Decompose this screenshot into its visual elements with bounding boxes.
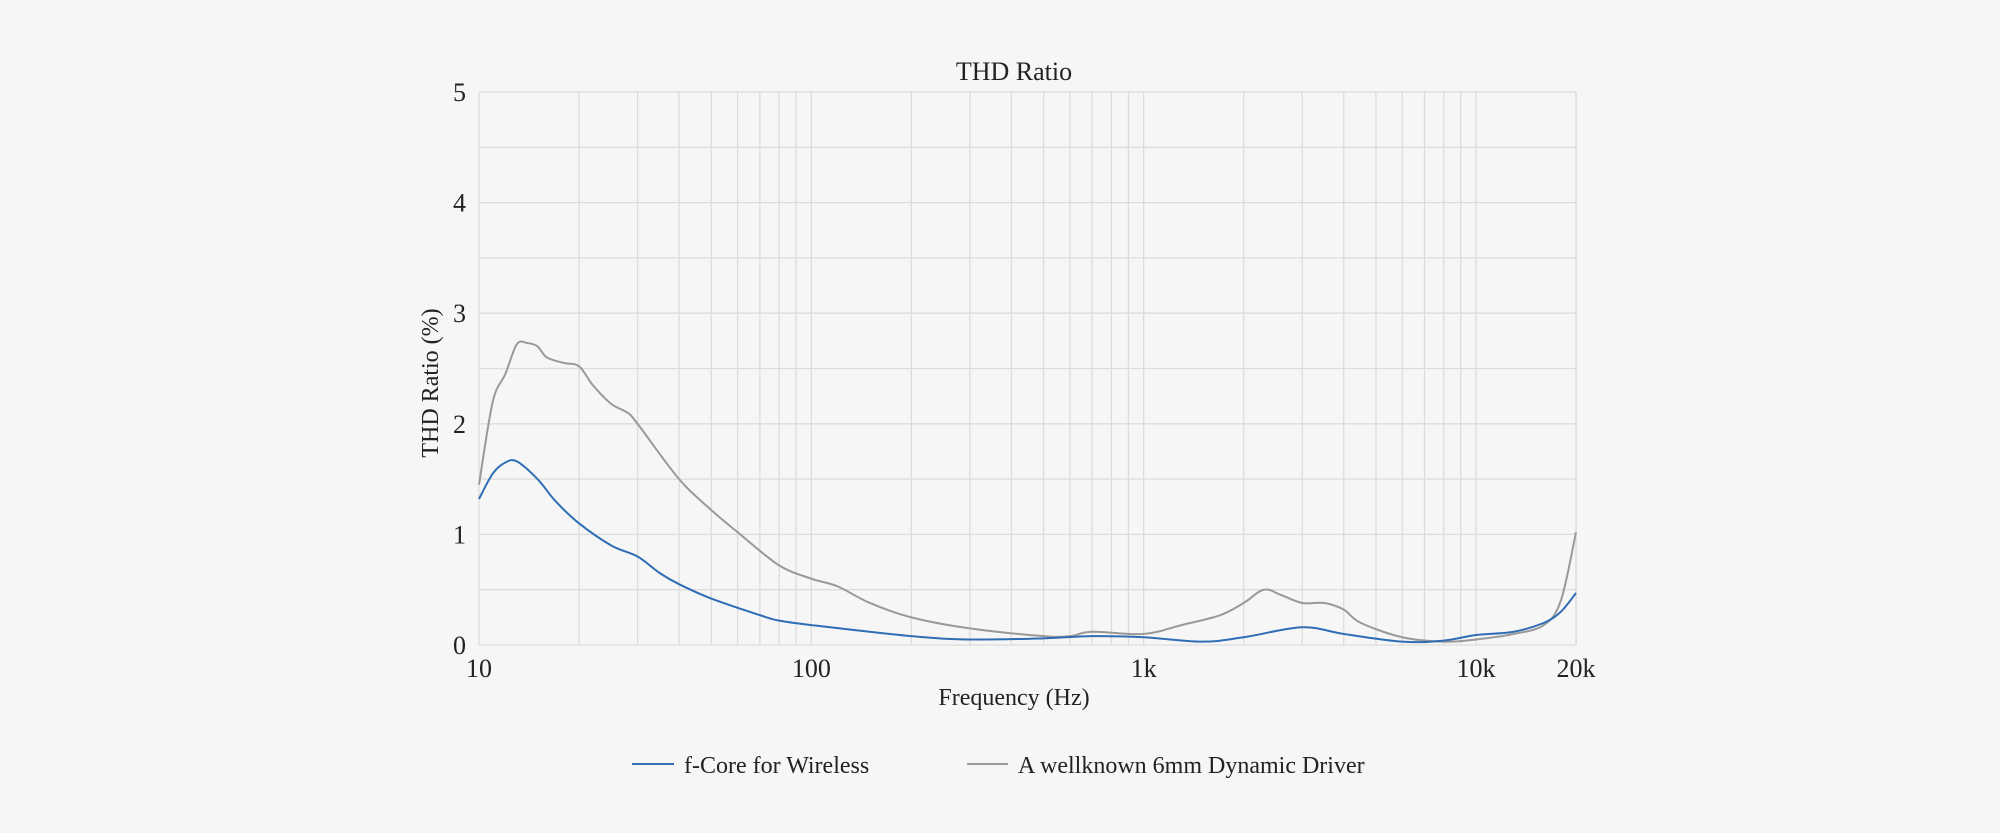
series-lines <box>478 340 1577 644</box>
x-tick-labels: 10 100 1k 10k 20k <box>466 654 1596 683</box>
y-tick-label: 0 <box>453 631 466 660</box>
y-tick-label: 2 <box>453 410 466 439</box>
y-tick-label: 1 <box>453 520 466 549</box>
series-line-dynamic-driver <box>478 340 1577 643</box>
legend-label-dynamic-driver: A wellknown 6mm Dynamic Driver <box>1018 753 1365 779</box>
x-tick-label: 1k <box>1131 654 1157 683</box>
x-tick-label: 20k <box>1557 654 1596 683</box>
x-tick-label: 10 <box>466 654 492 683</box>
chart-title: THD Ratio <box>956 57 1072 86</box>
y-tick-label: 5 <box>453 78 466 107</box>
legend: f-Core for Wireless A wellknown 6mm Dyna… <box>632 753 1365 779</box>
y-tick-label: 3 <box>453 299 466 328</box>
x-axis-label: Frequency (Hz) <box>938 685 1089 711</box>
legend-label-f-core: f-Core for Wireless <box>684 753 869 779</box>
grid <box>478 91 1577 646</box>
y-tick-labels: 0 1 2 3 4 5 <box>453 78 466 660</box>
y-axis-label: THD Ratio (%) <box>418 308 444 457</box>
y-tick-label: 4 <box>453 189 466 218</box>
series-line-f-core <box>478 459 1577 644</box>
x-tick-label: 100 <box>792 654 831 683</box>
x-tick-label: 10k <box>1456 654 1495 683</box>
